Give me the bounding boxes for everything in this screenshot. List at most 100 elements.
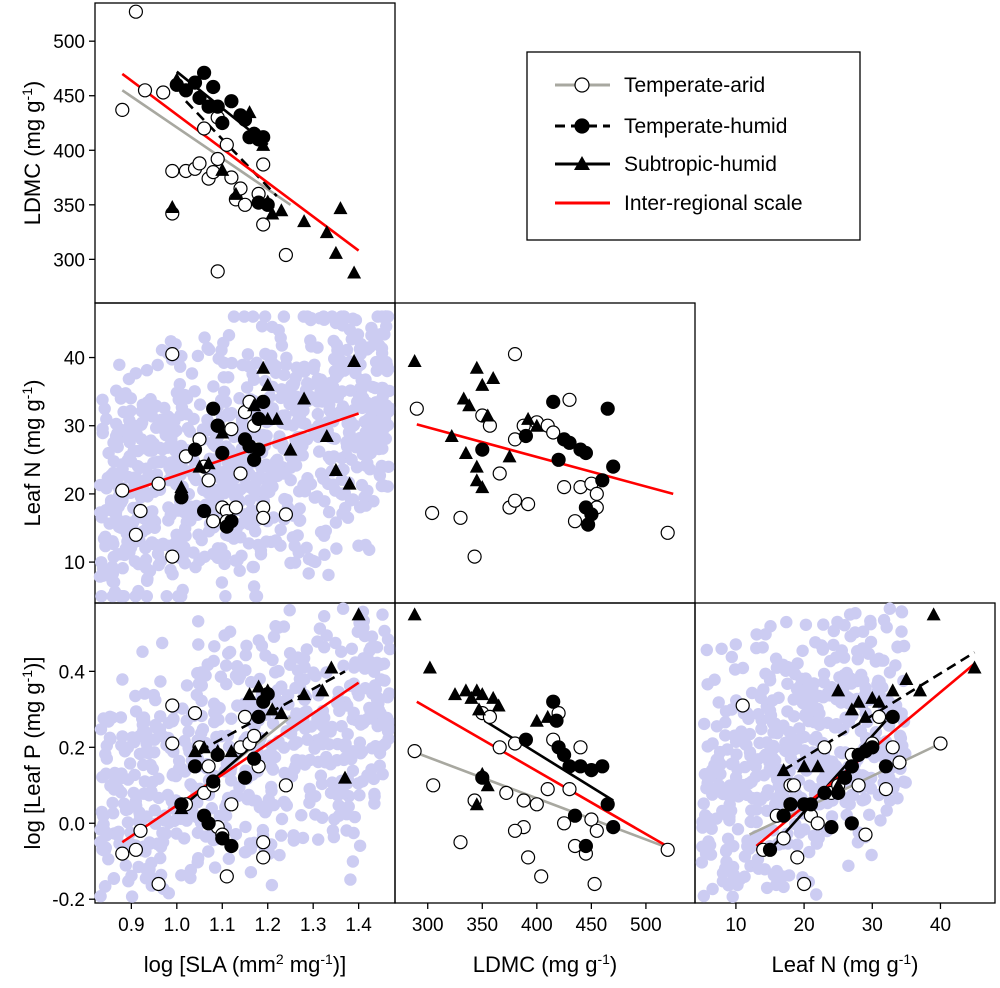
point-temperate-humid [201,816,216,831]
x-axis-title-ldmc: LDMC (mg g-1) [473,951,617,977]
background-point [295,809,308,822]
background-point [341,511,355,524]
point-temperate-arid [256,850,271,865]
background-point [266,403,279,416]
background-point [787,710,801,723]
background-point [255,639,269,652]
background-point [242,537,256,550]
point-temperate-arid [933,736,948,751]
point-temperate-arid [426,778,441,793]
background-point [100,739,114,752]
background-point [164,412,178,426]
background-point [307,362,320,376]
background-point [757,750,771,763]
point-temperate-arid [228,500,243,515]
background-point [376,608,389,621]
background-point [764,709,778,722]
background-point [243,494,256,507]
background-point [345,642,358,655]
background-point [811,702,824,715]
background-point [862,647,875,660]
scatter-points [94,602,397,903]
background-point [298,660,311,674]
point-temperate-humid [256,394,271,409]
background-point [188,385,201,398]
background-point [158,814,172,827]
background-point [343,323,357,337]
point-temperate-humid [885,709,900,725]
background-point [701,740,714,753]
point-subtropic-humid [464,690,479,704]
background-point [190,688,203,702]
background-point [269,534,283,547]
background-point [275,829,288,842]
background-point [895,605,908,618]
background-point [116,562,129,575]
point-subtropic-humid [456,391,471,405]
background-point [250,590,264,603]
background-point [189,473,203,487]
point-temperate-humid [546,694,561,709]
point-temperate-humid [210,99,225,114]
background-point [895,625,908,638]
background-point [340,343,354,357]
background-point [329,516,343,529]
background-point [368,430,382,443]
background-point [745,775,758,788]
scatter-points [695,602,982,903]
background-point [378,624,391,638]
background-point [267,511,280,524]
background-point [353,342,367,356]
point-subtropic-humid [462,398,477,412]
background-point [311,395,324,408]
background-point [858,792,872,806]
background-point [726,890,739,903]
point-temperate-arid [210,264,225,279]
background-point [99,539,112,553]
background-point [337,787,350,800]
point-temperate-arid [851,778,866,793]
background-point [336,402,349,416]
panel-frame [694,602,996,904]
background-point [166,568,179,581]
background-point [116,673,129,686]
point-subtropic-humid [472,702,486,716]
x-axis-title-sla: log [SLA (mm2 mg-1)] [144,951,346,977]
background-point [286,531,300,544]
background-point [202,343,216,356]
x-tick-label: 1.4 [345,915,372,936]
background-point [883,794,897,807]
background-point [841,690,854,704]
background-point [150,538,163,552]
point-temperate-arid [156,85,171,100]
background-point [156,636,169,650]
background-point [256,428,270,442]
point-subtropic-humid [502,449,517,463]
background-point [254,800,267,813]
background-point [291,651,305,664]
background-point [763,670,776,683]
background-point [368,787,381,801]
background-point [223,409,236,422]
point-temperate-arid [660,525,675,540]
background-point [121,773,135,786]
point-temperate-arid [546,425,561,440]
point-temperate-humid [776,808,791,823]
background-point [704,848,718,861]
y-tick-label: 400 [53,141,85,162]
background-point [96,422,109,435]
background-point [303,796,316,809]
background-point [366,687,379,700]
point-subtropic-humid [347,353,362,367]
point-temperate-humid [865,740,880,755]
y-axis-title-leafn: Leaf N (mg g-1) [19,380,45,527]
point-temperate-humid [224,838,239,854]
point-temperate-humid [215,831,230,846]
point-temperate-arid [482,709,497,725]
background-point [329,636,342,650]
point-temperate-arid [256,217,271,232]
point-subtropic-humid [256,360,271,374]
background-point [365,742,379,755]
background-point [770,864,783,878]
point-subtropic-humid [491,698,506,712]
